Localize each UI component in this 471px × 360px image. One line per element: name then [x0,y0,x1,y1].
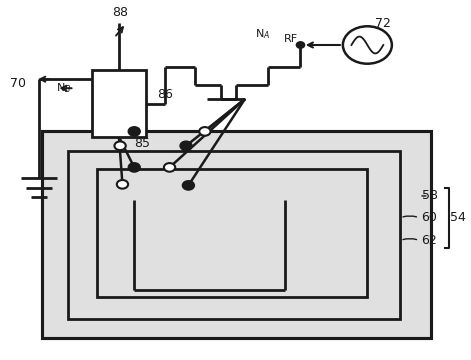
Circle shape [297,42,304,48]
Text: 70: 70 [10,77,26,90]
Text: 88: 88 [112,6,128,19]
Bar [42,131,431,338]
Text: 54: 54 [450,211,466,224]
Text: 62: 62 [422,234,437,247]
Circle shape [129,127,140,136]
Circle shape [117,180,128,189]
Circle shape [129,163,140,172]
Text: N$_B$: N$_B$ [56,81,71,95]
Circle shape [114,141,126,150]
Text: 72: 72 [374,17,390,30]
Circle shape [180,141,192,150]
Bar [68,151,400,319]
Text: 60: 60 [422,211,438,224]
Circle shape [183,181,194,190]
Text: 86: 86 [157,88,173,101]
Bar [92,70,146,137]
Bar [97,169,367,297]
Text: RF: RF [284,34,298,44]
Circle shape [199,127,211,136]
Text: 58: 58 [422,189,438,202]
Circle shape [343,26,392,64]
Text: N$_A$: N$_A$ [255,27,270,41]
Bar [42,131,431,338]
Circle shape [164,163,175,172]
Text: 85: 85 [134,137,150,150]
